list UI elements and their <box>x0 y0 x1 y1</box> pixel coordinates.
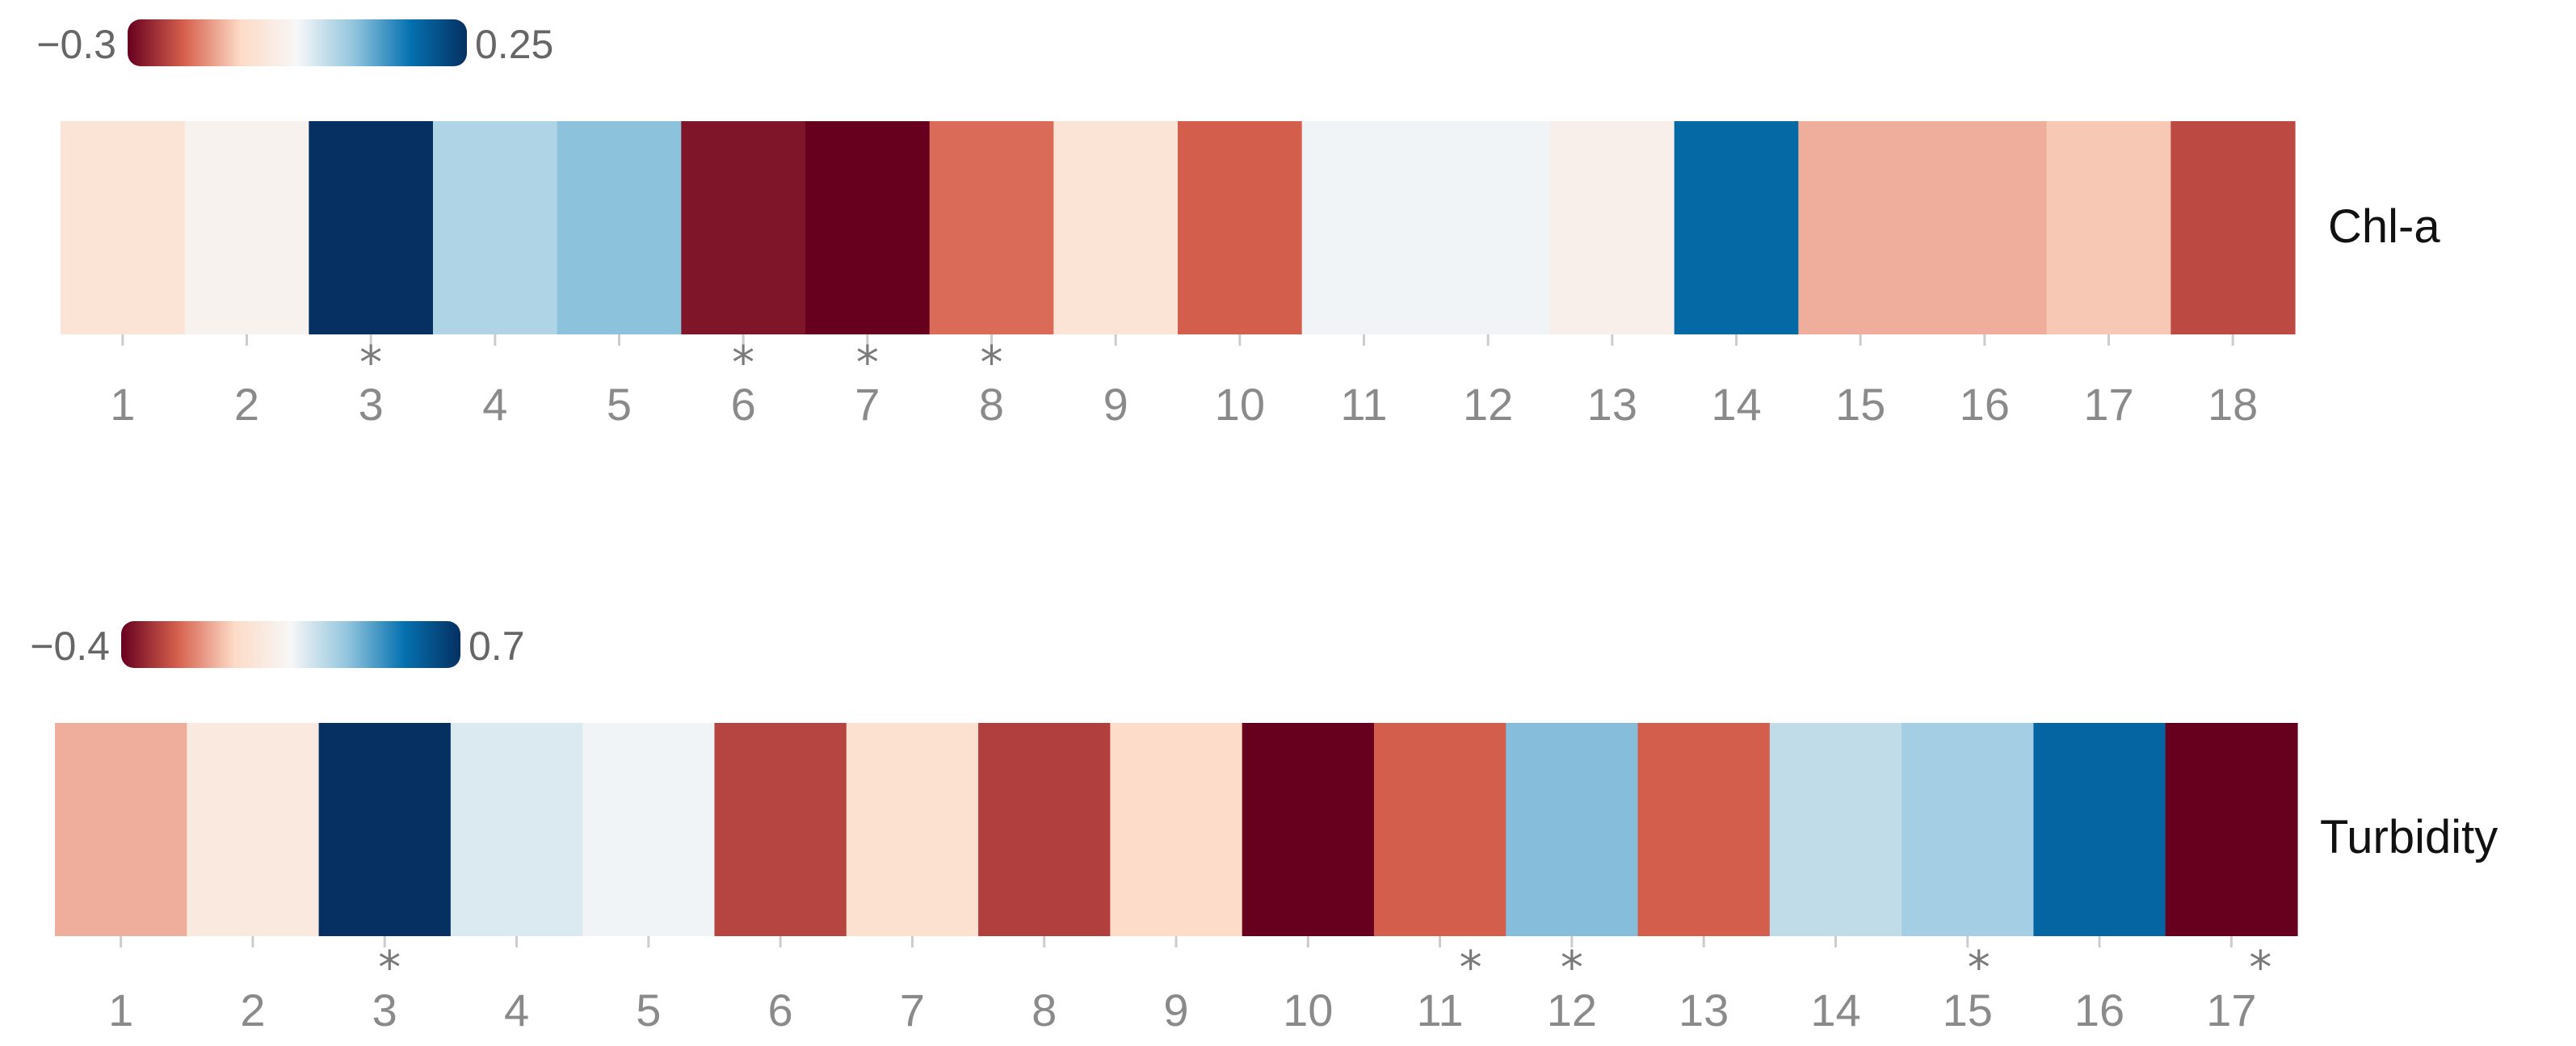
significance-marker-11: * <box>1460 942 1482 994</box>
colorbar-legend <box>128 19 467 66</box>
heatmap-cell-15 <box>1798 121 1923 334</box>
colorbar-legend <box>121 621 460 668</box>
tick-label-14: 14 <box>1711 379 1761 430</box>
heatmap-cell-12 <box>1506 723 1639 936</box>
tick-label-9: 9 <box>1103 379 1128 430</box>
significance-marker-3: * <box>359 337 382 389</box>
heatmap-cell-11 <box>1373 723 1507 936</box>
tick-label-1: 1 <box>108 985 133 1035</box>
heatmap-cell-9 <box>1053 121 1179 334</box>
heatmap-cell-12 <box>1426 121 1551 334</box>
tick-label-10: 10 <box>1215 379 1265 430</box>
heatmap-cell-8 <box>929 121 1054 334</box>
heatmap-cell-3 <box>309 121 434 334</box>
tick-label-5: 5 <box>607 379 632 430</box>
heatmap-cell-4 <box>450 723 583 936</box>
tick-label-12: 12 <box>1547 985 1597 1035</box>
significance-marker-8: * <box>981 337 1003 389</box>
heatmap-cell-16 <box>2033 723 2166 936</box>
heatmap-cell-2 <box>187 723 320 936</box>
tick-label-13: 13 <box>1587 379 1637 430</box>
colorbar-min-label: −0.3 <box>36 22 116 67</box>
tick-label-12: 12 <box>1463 379 1513 430</box>
colorbar-max-label: 0.25 <box>475 22 553 67</box>
heatmap-cell-3 <box>318 723 452 936</box>
heatmap-cell-6 <box>681 121 806 334</box>
tick-label-2: 2 <box>240 985 265 1035</box>
row-label: Turbidity <box>2320 811 2498 863</box>
heatmap-cell-6 <box>714 723 847 936</box>
tick-label-13: 13 <box>1679 985 1729 1035</box>
heatmap-cell-5 <box>557 121 682 334</box>
heatmap-cell-1 <box>55 723 187 936</box>
colorbar-max-label: 0.7 <box>469 624 525 669</box>
heatmap-cell-17 <box>2046 121 2171 334</box>
heatmap-cell-8 <box>978 723 1111 936</box>
heatmap-panel-2: −0.4 0.71 2 3 4 5 6 7 8 9 10 11 12 13 14 15 16 17* * * * *Tur… <box>30 621 2498 1035</box>
heatmap-cell-18 <box>2170 121 2296 334</box>
colorbar-min-label: −0.4 <box>30 624 110 669</box>
tick-label-4: 4 <box>482 379 507 430</box>
heatmap-cell-7 <box>846 723 979 936</box>
tick-label-10: 10 <box>1283 985 1333 1035</box>
tick-label-2: 2 <box>234 379 259 430</box>
heatmap-cell-13 <box>1637 723 1771 936</box>
heatmap-cell-13 <box>1550 121 1675 334</box>
tick-label-7: 7 <box>900 985 925 1035</box>
heatmap-cell-1 <box>61 121 186 334</box>
significance-marker-6: * <box>732 337 754 389</box>
heatmap-cell-16 <box>1923 121 2048 334</box>
significance-marker-15: * <box>1968 942 1990 994</box>
heatmap-cell-14 <box>1674 121 1799 334</box>
significance-marker-12: * <box>1561 942 1583 994</box>
tick-label-6: 6 <box>731 379 756 430</box>
significance-marker-7: * <box>856 337 879 389</box>
tick-label-16: 16 <box>1960 379 2010 430</box>
heatmap-panel-1: −0.3 0.251 2 3 4 5 6 7 8 9 10 11 12 13 14 15 16 17 18* * * *C… <box>36 19 2440 430</box>
tick-label-8: 8 <box>1032 985 1057 1035</box>
tick-label-4: 4 <box>504 985 529 1035</box>
tick-label-17: 17 <box>2206 985 2256 1035</box>
heatmap-cell-9 <box>1110 723 1243 936</box>
tick-label-16: 16 <box>2074 985 2124 1035</box>
heatmap-cell-11 <box>1301 121 1427 334</box>
tick-label-18: 18 <box>2208 379 2258 430</box>
heatmap-cell-5 <box>582 723 716 936</box>
heatmap-cell-7 <box>805 121 931 334</box>
heatmap-cell-14 <box>1769 723 1902 936</box>
tick-label-15: 15 <box>1943 985 1993 1035</box>
tick-label-8: 8 <box>979 379 1004 430</box>
tick-label-3: 3 <box>372 985 397 1035</box>
heatmap-cell-10 <box>1178 121 1303 334</box>
heatmap-cell-17 <box>2165 723 2298 936</box>
significance-marker-3: * <box>378 942 401 994</box>
tick-label-1: 1 <box>110 379 135 430</box>
tick-label-14: 14 <box>1810 985 1860 1035</box>
heatmap-cell-15 <box>1902 723 2035 936</box>
tick-label-15: 15 <box>1835 379 1885 430</box>
tick-label-11: 11 <box>1340 379 1387 430</box>
heatmap-cell-2 <box>184 121 309 334</box>
tick-label-17: 17 <box>2083 379 2133 430</box>
tick-label-7: 7 <box>855 379 880 430</box>
tick-label-3: 3 <box>359 379 384 430</box>
row-label: Chl-a <box>2328 200 2440 253</box>
tick-label-11: 11 <box>1417 985 1464 1035</box>
significance-marker-17: * <box>2249 942 2271 994</box>
tick-label-5: 5 <box>636 985 661 1035</box>
heatmap-cell-10 <box>1242 723 1375 936</box>
tick-label-9: 9 <box>1163 985 1188 1035</box>
tick-label-6: 6 <box>768 985 793 1035</box>
heatmap-cell-4 <box>433 121 558 334</box>
